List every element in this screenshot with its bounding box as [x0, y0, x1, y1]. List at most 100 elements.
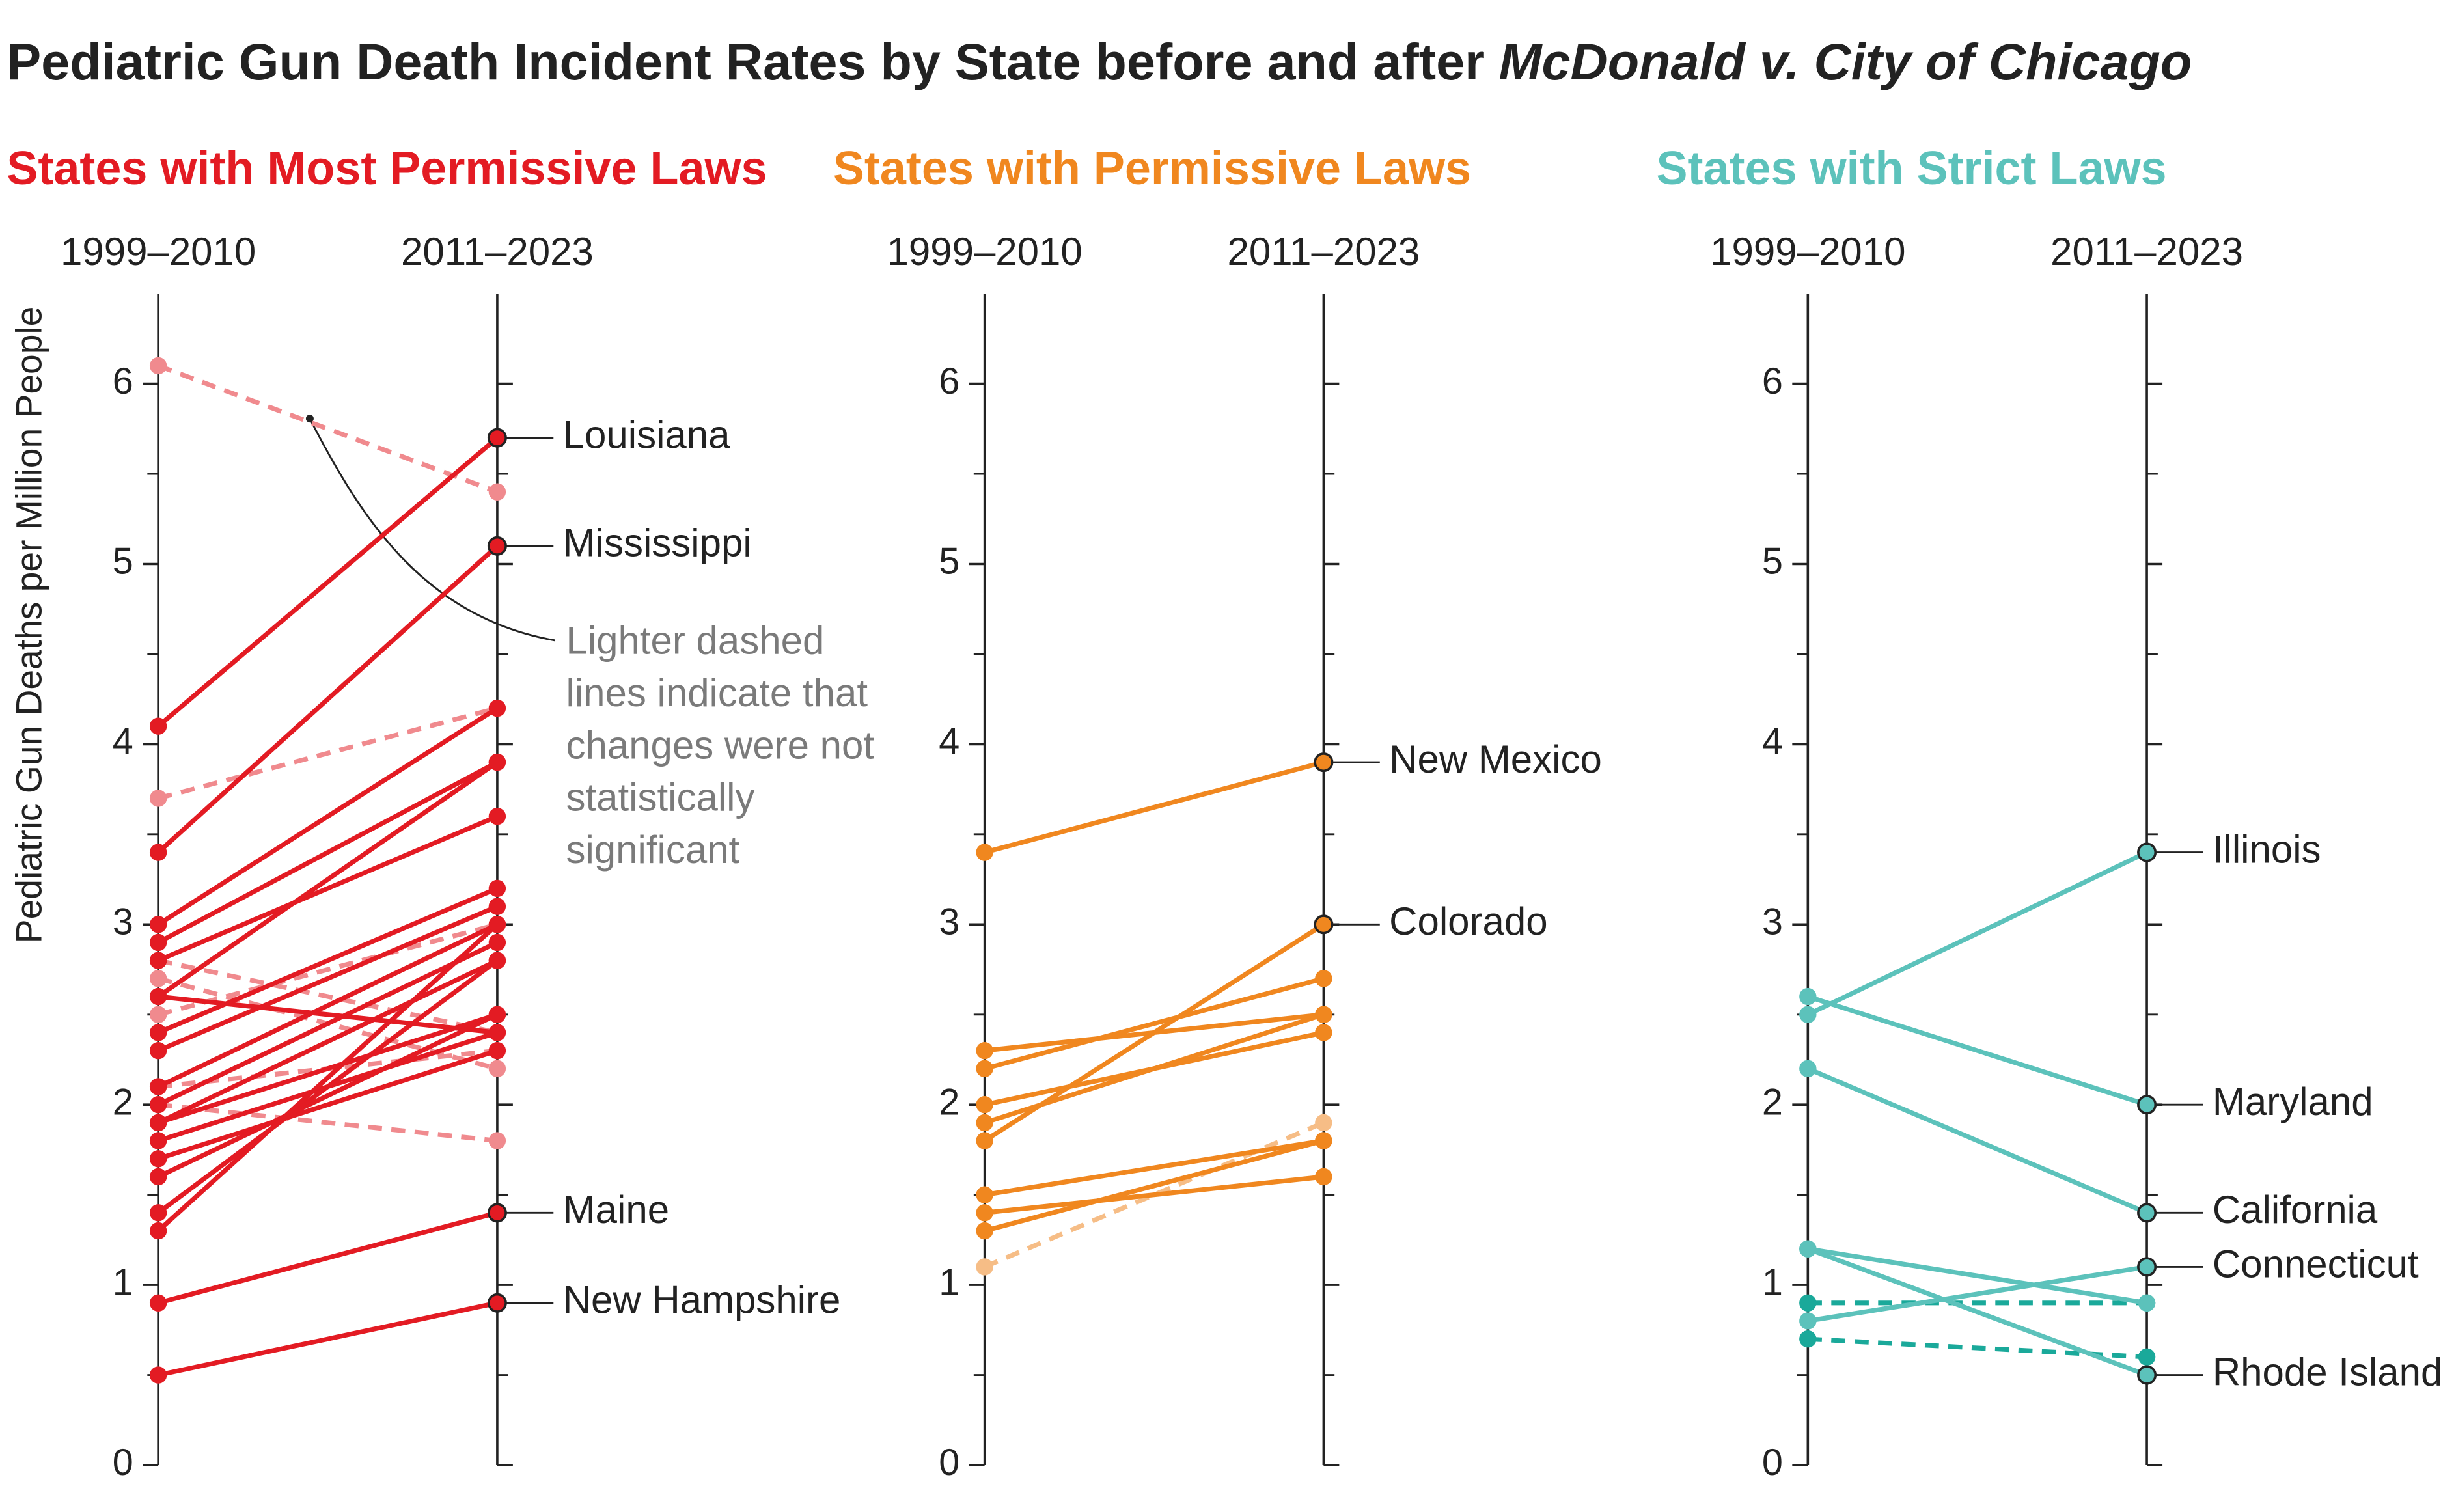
point	[149, 1006, 167, 1023]
category-label: 2011–2023	[401, 230, 594, 273]
annotation-text: lines indicate that	[566, 671, 868, 715]
series-label: Mississippi	[563, 521, 752, 565]
point	[149, 970, 167, 987]
point	[149, 1096, 167, 1114]
slope-line	[984, 1138, 1324, 1198]
y-axis-label: Pediatric Gun Deaths per Million People	[8, 307, 49, 944]
category-label: 2011–2023	[1227, 230, 1420, 273]
y-tick-label: 3	[1762, 901, 1783, 943]
y-tick-label: 5	[1762, 541, 1783, 583]
point	[1314, 914, 1334, 935]
point	[2137, 1203, 2157, 1223]
slope-line	[1807, 1264, 2147, 1324]
y-tick-label: 5	[113, 541, 133, 583]
series-label: Colorado	[1389, 900, 1547, 943]
slope-line	[984, 1138, 1325, 1233]
slope-line	[157, 706, 499, 927]
point	[488, 898, 506, 915]
slope-line	[156, 435, 499, 728]
point	[976, 1186, 993, 1203]
point	[149, 357, 167, 375]
point	[1315, 1024, 1332, 1041]
category-label: 1999–2010	[61, 230, 256, 273]
slope-line	[984, 760, 1325, 855]
series-label: Illinois	[2213, 827, 2321, 871]
slope-line	[157, 814, 499, 963]
point	[149, 1366, 167, 1384]
point	[488, 699, 506, 717]
series-label: Maryland	[2213, 1080, 2373, 1123]
point	[149, 790, 167, 807]
point	[488, 933, 506, 952]
point	[487, 1203, 507, 1223]
point	[149, 1222, 167, 1240]
title-part: McDonald v. City of Chicago	[1499, 33, 2192, 90]
slope-line	[157, 760, 499, 999]
point	[488, 1132, 506, 1149]
point	[149, 952, 167, 969]
point	[976, 1041, 993, 1060]
slope-line	[984, 976, 1325, 1071]
panel-title: States with Permissive Laws	[833, 143, 1471, 195]
series-label: New Hampshire	[563, 1278, 841, 1322]
point	[1315, 1006, 1332, 1023]
y-tick-label: 1	[1762, 1261, 1783, 1303]
slope-line	[158, 1102, 498, 1144]
series-label: Louisiana	[563, 413, 730, 457]
point	[1315, 1132, 1332, 1149]
point	[976, 1258, 993, 1276]
slope-line	[984, 1012, 1324, 1053]
point	[149, 933, 167, 952]
panel-title: States with Most Permissive Laws	[7, 143, 767, 195]
slope-line	[158, 1300, 498, 1378]
y-tick-label: 6	[113, 361, 133, 402]
slope-line	[158, 994, 498, 1036]
point	[487, 428, 507, 448]
slope-line	[158, 1210, 498, 1306]
point	[1315, 1114, 1332, 1132]
point	[149, 844, 167, 861]
slope-line	[157, 922, 499, 1089]
slope-line	[157, 904, 499, 1053]
point	[149, 1024, 167, 1041]
slope-line	[157, 958, 499, 1125]
y-tick-label: 0	[1762, 1442, 1783, 1483]
slope-line	[1807, 994, 2148, 1107]
point	[149, 717, 167, 735]
point	[488, 753, 506, 771]
panel-title: States with Strict Laws	[1657, 143, 2167, 195]
series-label: Connecticut	[2213, 1242, 2419, 1285]
point	[149, 1294, 167, 1312]
point	[1799, 1006, 1817, 1023]
point	[149, 987, 167, 1006]
point	[1799, 987, 1817, 1006]
point	[488, 1024, 506, 1041]
point	[488, 879, 506, 898]
point	[1799, 1240, 1817, 1258]
category-label: 1999–2010	[1710, 230, 1905, 273]
slope-line	[158, 922, 498, 1017]
point	[2138, 1294, 2156, 1312]
slope-line	[157, 940, 499, 1107]
slope-line	[157, 760, 499, 945]
point	[487, 1293, 507, 1313]
annotation-pointer	[309, 418, 555, 642]
slope-line	[156, 958, 499, 1215]
y-tick-label: 3	[113, 901, 133, 943]
category-label: 1999–2010	[887, 230, 1083, 273]
annotation: Lighter dashed lines indicate that changes…	[566, 619, 874, 872]
y-tick-label: 4	[113, 721, 133, 763]
point	[149, 1150, 167, 1168]
point	[976, 1204, 993, 1222]
point	[976, 1096, 993, 1114]
y-tick-label: 2	[113, 1081, 133, 1123]
slope-line	[984, 1012, 1325, 1125]
slope-line	[984, 1120, 1325, 1269]
series-label: New Mexico	[1389, 737, 1602, 781]
point	[976, 1114, 993, 1132]
slope-line	[157, 363, 499, 495]
slope-line	[157, 886, 499, 1035]
point	[149, 1078, 167, 1095]
y-tick-label: 2	[939, 1081, 959, 1123]
slope-line	[158, 706, 498, 801]
